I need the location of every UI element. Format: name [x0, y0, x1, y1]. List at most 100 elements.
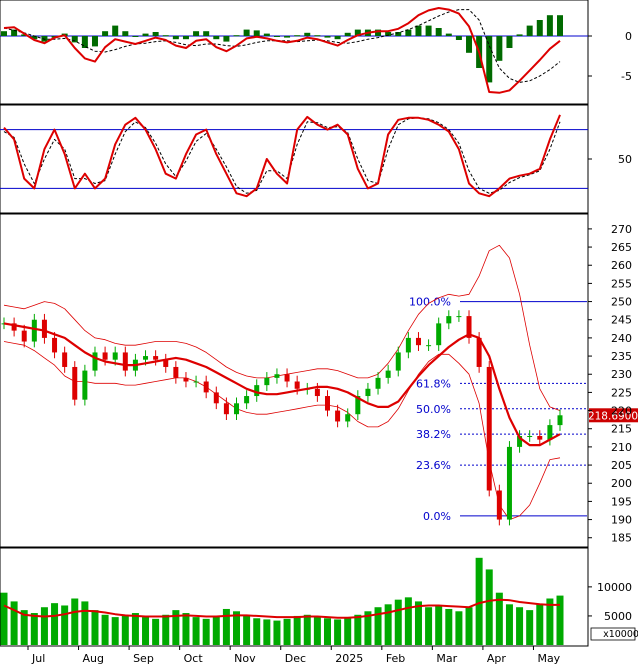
- candle-body: [314, 388, 320, 397]
- volume-layer: x10000: [0, 557, 638, 645]
- current-price-tag: [589, 408, 638, 423]
- macd-histogram-bar: [395, 32, 402, 36]
- candle-body: [102, 352, 108, 360]
- volume-bar: [445, 608, 453, 645]
- volume-bar: [485, 569, 493, 645]
- volume-bar: [536, 604, 544, 645]
- candle-body: [547, 425, 553, 440]
- macd-histogram-bar: [253, 30, 260, 36]
- volume-bar: [212, 615, 220, 645]
- macd-histogram-bar: [142, 33, 149, 36]
- candle-body: [294, 381, 300, 389]
- macd-histogram-bar: [122, 31, 129, 36]
- volume-bar: [71, 598, 79, 645]
- upper-band-line: [3, 244, 561, 411]
- price-tick-label: 235: [611, 350, 632, 363]
- volume-bar: [455, 611, 463, 645]
- volume-bar: [495, 592, 503, 645]
- volume-bar: [222, 608, 230, 645]
- candle-body: [385, 370, 391, 378]
- candle-body: [517, 436, 523, 447]
- macd-tick-label: -5: [621, 70, 632, 83]
- price-tick-label: 225: [611, 386, 632, 399]
- macd-histogram-bar: [263, 33, 270, 36]
- volume-bar: [40, 607, 48, 645]
- volume-bar: [384, 604, 392, 645]
- macd-histogram-bar: [273, 36, 280, 37]
- macd-histogram-bar: [31, 36, 38, 40]
- price-tick-label: 200: [611, 477, 632, 490]
- candle-body: [486, 366, 492, 491]
- macd-histogram-bar: [1, 31, 7, 36]
- price-tick-label: 240: [611, 332, 632, 345]
- price-tick-label: 255: [611, 277, 632, 290]
- volume-bar: [526, 610, 534, 645]
- candle-body: [426, 345, 432, 347]
- volume-bar: [374, 607, 382, 645]
- candle-body: [31, 319, 37, 342]
- candle-body: [476, 337, 482, 367]
- macd-histogram-bar: [546, 15, 553, 36]
- macd-histogram-bar: [102, 31, 109, 36]
- candle-body: [466, 316, 472, 338]
- macd-histogram-bar: [405, 29, 412, 36]
- volume-bar: [162, 614, 170, 645]
- macd-histogram-bar: [526, 25, 533, 36]
- volume-bar: [404, 597, 412, 645]
- price-tick-label: 185: [611, 532, 632, 545]
- candle-body: [82, 370, 88, 400]
- macd-histogram-bar: [557, 15, 563, 36]
- volume-bar: [364, 611, 372, 645]
- macd-histogram-bar: [223, 36, 230, 42]
- candle-body: [415, 337, 421, 346]
- volume-bar: [131, 613, 139, 645]
- candle-body: [92, 352, 98, 371]
- volume-bar: [263, 619, 271, 645]
- volume-unit-box: [590, 627, 636, 641]
- macd-histogram-bar: [425, 25, 432, 36]
- volume-bar: [233, 611, 241, 645]
- macd-histogram-bar: [182, 36, 189, 40]
- macd-histogram-bar: [455, 36, 462, 40]
- volume-bar: [20, 610, 28, 645]
- volume-bar: [142, 617, 150, 645]
- volume-unit-label: x10000: [603, 629, 638, 640]
- moving-average-line: [3, 322, 561, 447]
- volume-tick-label: 5000: [604, 610, 632, 623]
- fibonacci-label: 23.6%: [416, 459, 451, 472]
- macd-histogram-bar: [284, 36, 291, 38]
- candle-body: [21, 330, 27, 342]
- oscillator-panel: [0, 104, 589, 214]
- volume-bar: [30, 613, 38, 645]
- candle-body: [436, 323, 442, 346]
- price-tick-label: 220: [611, 405, 632, 418]
- volume-bar: [192, 617, 200, 645]
- candle-body: [223, 403, 229, 415]
- volume-bar: [505, 604, 513, 645]
- volume-bar: [283, 618, 291, 645]
- candle-body: [527, 436, 533, 437]
- oscillator-k-line: [3, 114, 561, 198]
- candle-body: [62, 352, 68, 367]
- macd-signal-line: [3, 9, 561, 83]
- candle-body: [335, 410, 341, 422]
- volume-bar: [475, 557, 483, 645]
- price-tick-label: 195: [611, 495, 632, 508]
- volume-bar: [253, 618, 261, 645]
- candle-body: [355, 396, 361, 415]
- candle-body: [153, 356, 159, 360]
- volume-bar: [303, 614, 311, 645]
- volume-bar: [273, 620, 281, 645]
- price-tick-label: 230: [611, 368, 632, 381]
- volume-bar: [61, 605, 69, 645]
- macd-histogram-bar: [152, 32, 159, 36]
- macd-histogram-bar: [415, 25, 422, 36]
- oscillator-layer: [0, 114, 588, 198]
- candle-body: [284, 374, 290, 382]
- volume-bar: [111, 617, 119, 645]
- candle-body: [41, 319, 47, 338]
- macd-line: [3, 7, 561, 94]
- price-tick-label: 210: [611, 441, 632, 454]
- price-tick-label: 245: [611, 314, 632, 327]
- candle-body: [203, 381, 209, 393]
